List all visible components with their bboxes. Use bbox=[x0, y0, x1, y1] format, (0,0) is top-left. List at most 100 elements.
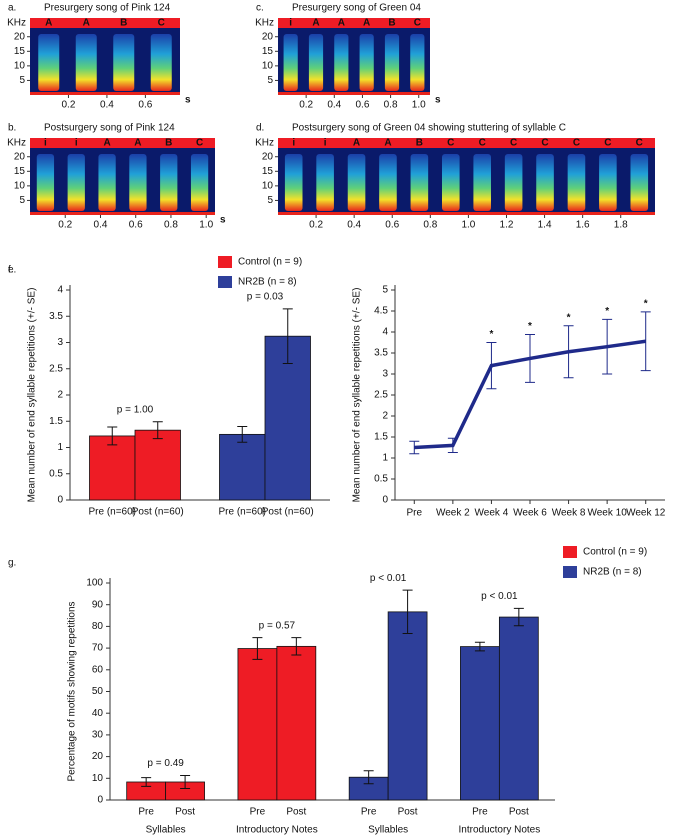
spectrogram-title: Presurgery song of Green 04 bbox=[292, 3, 421, 14]
x-tick-label: 0.8 bbox=[384, 100, 398, 111]
noise-floor bbox=[278, 212, 655, 215]
x-tick-label: 0.4 bbox=[100, 100, 114, 111]
x-tick-label: Post bbox=[175, 807, 195, 818]
error-bar bbox=[474, 641, 485, 652]
x-tick-label: 1.8 bbox=[614, 220, 628, 231]
y-axis-label: KHz bbox=[255, 138, 274, 149]
syllable-energy bbox=[567, 154, 586, 211]
syllable-energy bbox=[347, 154, 366, 211]
y-axis-label: KHz bbox=[255, 18, 274, 29]
y-tick-label: 3 bbox=[382, 369, 388, 380]
syllable-energy bbox=[75, 34, 97, 91]
legend-label: NR2B (n = 8) bbox=[238, 277, 297, 288]
group-label: Introductory Notes bbox=[459, 825, 541, 836]
y-tick-label: 15 bbox=[262, 166, 274, 177]
y-tick-label: 1.5 bbox=[374, 432, 388, 443]
y-tick-label: 100 bbox=[86, 578, 103, 589]
syllable-label: A bbox=[353, 138, 360, 149]
syllable-energy bbox=[384, 34, 400, 91]
spectrogram-bg bbox=[278, 28, 430, 95]
y-tick-label: 15 bbox=[262, 46, 274, 57]
y-tick-label: 0 bbox=[97, 795, 103, 806]
legend-label: NR2B (n = 8) bbox=[583, 567, 642, 578]
y-tick-label: 0 bbox=[57, 495, 63, 506]
x-tick-label: Post bbox=[398, 807, 418, 818]
error-bar bbox=[180, 774, 191, 789]
significance: * bbox=[644, 298, 648, 309]
syllable-energy bbox=[410, 154, 429, 211]
legend-swatch bbox=[218, 276, 232, 288]
significance: * bbox=[567, 312, 571, 323]
syllable-energy bbox=[504, 154, 523, 211]
x-tick-label: 1.0 bbox=[461, 220, 475, 231]
y-tick-label: 15 bbox=[14, 46, 26, 57]
y-tick-label: 4.5 bbox=[374, 306, 388, 317]
y-tick-label: 2 bbox=[57, 390, 63, 401]
y-tick-label: 10 bbox=[92, 773, 104, 784]
y-tick-label: 10 bbox=[262, 61, 274, 72]
y-tick-label: 5 bbox=[19, 195, 25, 206]
x-tick-label: Week 10 bbox=[587, 508, 627, 519]
y-tick-label: 1.5 bbox=[49, 416, 63, 427]
syllable-energy bbox=[284, 154, 303, 211]
x-tick-label: Week 8 bbox=[552, 508, 586, 519]
y-tick-label: 60 bbox=[92, 664, 104, 675]
error-bar bbox=[152, 421, 163, 440]
y-axis-label: Percentage of motifs showing repetitions bbox=[67, 601, 78, 781]
syllable-label: C bbox=[479, 138, 486, 149]
bar bbox=[134, 429, 181, 501]
syllable-energy bbox=[359, 34, 374, 91]
syllable-label: A bbox=[363, 18, 370, 29]
y-tick-label: 0.5 bbox=[49, 468, 63, 479]
y-tick-label: 20 bbox=[262, 151, 274, 162]
error-bar bbox=[602, 318, 613, 375]
x-tick-label: Pre (n=60) bbox=[88, 507, 136, 518]
noise-floor bbox=[278, 92, 430, 95]
syllable-label: A bbox=[134, 138, 141, 149]
syllable-label: i bbox=[289, 18, 292, 29]
error-bar bbox=[252, 637, 263, 660]
y-tick-label: 50 bbox=[92, 686, 104, 697]
error-bar bbox=[563, 325, 574, 379]
p-value: p < 0.01 bbox=[370, 573, 407, 584]
y-tick-label: 5 bbox=[19, 75, 25, 86]
error-bar bbox=[363, 770, 374, 785]
syllable-energy bbox=[129, 154, 147, 211]
y-tick-label: 3 bbox=[57, 337, 63, 348]
x-tick-label: Post (n=60) bbox=[262, 507, 314, 518]
x-tick-label: 0.6 bbox=[129, 220, 143, 231]
y-tick-label: 20 bbox=[262, 31, 274, 42]
x-tick-label: Pre bbox=[407, 508, 423, 519]
x-tick-label: Pre bbox=[472, 807, 488, 818]
syllable-energy bbox=[316, 154, 334, 211]
y-tick-label: 20 bbox=[14, 31, 26, 42]
y-tick-label: 4 bbox=[57, 285, 63, 296]
x-tick-label: 1.0 bbox=[412, 100, 426, 111]
x-tick-label: Week 6 bbox=[513, 508, 547, 519]
error-bar bbox=[282, 308, 293, 364]
x-tick-label: 0.4 bbox=[347, 220, 361, 231]
error-bar bbox=[107, 426, 118, 446]
syllable-energy bbox=[36, 154, 55, 211]
syllable-label: i bbox=[44, 138, 47, 149]
x-tick-label: Week 4 bbox=[475, 508, 509, 519]
x-tick-label: 1.0 bbox=[199, 220, 213, 231]
y-tick-label: 70 bbox=[92, 643, 104, 654]
syllable-energy bbox=[160, 154, 178, 211]
x-axis-label: s bbox=[435, 95, 441, 106]
group-label: Syllables bbox=[368, 825, 408, 836]
x-tick-label: Post (n=60) bbox=[132, 507, 184, 518]
y-tick-label: 80 bbox=[92, 621, 104, 632]
y-tick-label: 30 bbox=[92, 730, 104, 741]
spectrogram-title: Postsurgery song of Pink 124 bbox=[44, 123, 175, 134]
p-value: p = 0.03 bbox=[247, 292, 284, 303]
syllable-energy bbox=[98, 154, 116, 211]
y-tick-label: 2.5 bbox=[49, 363, 63, 374]
syllable-energy bbox=[113, 34, 135, 91]
syllable-label: i bbox=[324, 138, 327, 149]
spectrogram-bg bbox=[278, 148, 655, 215]
error-bar bbox=[402, 589, 413, 635]
syllable-label: B bbox=[165, 138, 172, 149]
syllable-energy bbox=[334, 34, 349, 91]
syllable-label: i bbox=[75, 138, 78, 149]
